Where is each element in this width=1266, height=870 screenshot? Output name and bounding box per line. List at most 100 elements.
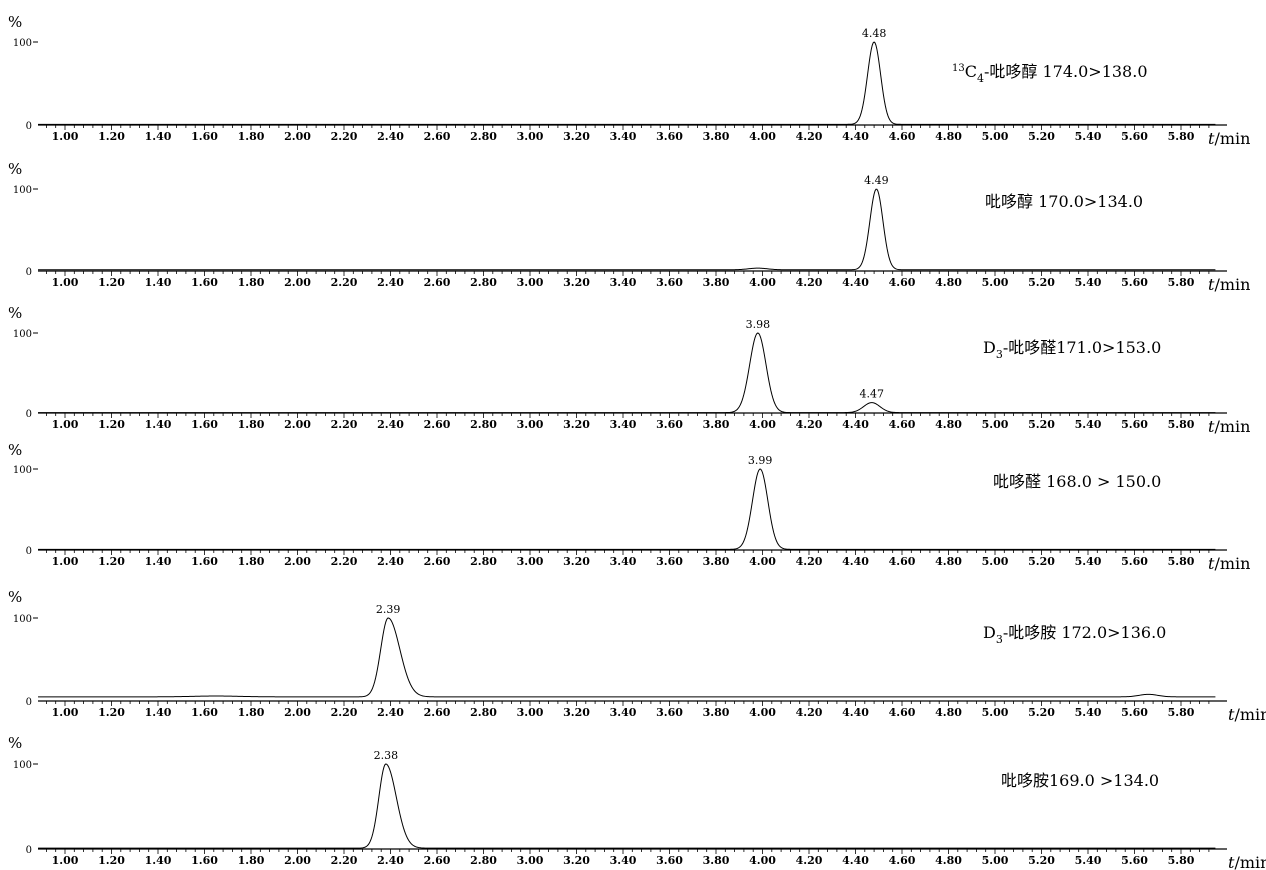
x-tick-label: 3.00 <box>517 276 544 289</box>
x-unit-label: t/min <box>1228 853 1266 870</box>
x-tick-label: 3.80 <box>703 130 730 143</box>
peak-label: 4.47 <box>860 388 885 401</box>
x-tick-label: 1.20 <box>98 418 125 431</box>
x-tick-label: 4.60 <box>889 706 916 719</box>
compound-label: 吡哆醛 168.0 > 150.0 <box>993 472 1161 491</box>
x-tick-label: 5.20 <box>1028 706 1055 719</box>
compound-label: 13C4-吡哆醇 174.0>138.0 <box>952 62 1148 85</box>
x-tick-label: 3.40 <box>610 706 637 719</box>
x-tick-label: 4.40 <box>842 418 869 431</box>
x-tick-label: 2.20 <box>331 276 358 289</box>
peak-label: 4.49 <box>864 174 889 187</box>
peak-label: 2.39 <box>376 603 401 616</box>
x-tick-label: 1.80 <box>238 555 265 568</box>
chromatogram-trace <box>38 332 1216 414</box>
x-tick-label: 1.80 <box>238 276 265 289</box>
x-tick-label: 3.20 <box>563 418 590 431</box>
x-tick-label: 2.40 <box>377 555 404 568</box>
x-tick-label: 5.40 <box>1075 130 1102 143</box>
chromatogram-panel-2: % 100 0 1.00 1.20 1.40 1.60 1.80 2.00 2.20 2.40 2.6… <box>8 160 1250 294</box>
y-unit-label: % <box>8 13 22 31</box>
x-tick-label: 1.80 <box>238 854 265 867</box>
x-tick-label: 1.40 <box>145 854 172 867</box>
x-tick-label: 4.20 <box>796 418 823 431</box>
x-tick-label: 5.80 <box>1168 130 1195 143</box>
x-tick-label: 4.20 <box>796 130 823 143</box>
x-tick-label: 1.00 <box>52 854 79 867</box>
x-tick-label: 3.60 <box>656 130 683 143</box>
x-tick-label: 5.60 <box>1121 418 1148 431</box>
x-tick-label: 1.40 <box>145 555 172 568</box>
y-tick-label: 0 <box>26 121 32 132</box>
x-tick-label: 4.00 <box>749 706 776 719</box>
x-tick-label: 3.00 <box>517 130 544 143</box>
x-tick-label: 2.00 <box>284 706 311 719</box>
chromatogram-trace <box>38 468 1216 550</box>
y-unit-label: % <box>8 441 22 459</box>
x-tick-label: 1.40 <box>145 130 172 143</box>
x-tick-label: 3.00 <box>517 854 544 867</box>
x-tick-label: 2.40 <box>377 276 404 289</box>
x-tick-label: 4.80 <box>935 418 962 431</box>
x-tick-label: 3.80 <box>703 706 730 719</box>
y-tick-label: 100 <box>13 38 32 49</box>
x-tick-label: 5.40 <box>1075 555 1102 568</box>
x-tick-label: 2.00 <box>284 854 311 867</box>
x-tick-label: 2.80 <box>470 276 497 289</box>
x-tick-label: 2.20 <box>331 130 358 143</box>
x-tick-label: 4.60 <box>889 276 916 289</box>
x-tick-label: 2.60 <box>424 130 451 143</box>
x-tick-label: 3.60 <box>656 555 683 568</box>
x-tick-label: 5.20 <box>1028 130 1055 143</box>
x-tick-label: 2.80 <box>470 555 497 568</box>
x-tick-label: 4.40 <box>842 555 869 568</box>
x-tick-label: 5.00 <box>982 555 1009 568</box>
x-tick-label: 5.40 <box>1075 854 1102 867</box>
x-tick-label: 1.60 <box>191 130 218 143</box>
x-tick-label: 1.20 <box>98 276 125 289</box>
x-tick-label: 3.40 <box>610 130 637 143</box>
chromatogram-panel-1: % 100 0 1.00 1.20 1.40 1.60 1.80 2.00 2.20 2.40 2.6… <box>8 13 1250 148</box>
x-unit-label: t/min <box>1208 417 1250 436</box>
x-tick-label: 5.80 <box>1168 706 1195 719</box>
peak-label: 4.48 <box>862 27 887 40</box>
x-tick-label: 2.00 <box>284 555 311 568</box>
chromatogram-trace <box>38 41 1216 125</box>
y-tick-label: 0 <box>26 697 32 708</box>
x-tick-label: 4.40 <box>842 854 869 867</box>
x-tick-label: 2.60 <box>424 854 451 867</box>
x-unit-label: t/min <box>1228 705 1266 724</box>
y-tick-label: 100 <box>13 614 32 625</box>
x-tick-label: 2.60 <box>424 418 451 431</box>
x-tick-label: 3.60 <box>656 418 683 431</box>
x-tick-label: 3.00 <box>517 418 544 431</box>
x-tick-label: 5.40 <box>1075 418 1102 431</box>
x-tick-label: 4.20 <box>796 555 823 568</box>
x-tick-label: 2.80 <box>470 706 497 719</box>
x-tick-label: 1.20 <box>98 706 125 719</box>
x-tick-label: 1.60 <box>191 706 218 719</box>
x-tick-label: 2.80 <box>470 130 497 143</box>
y-unit-label: % <box>8 160 22 178</box>
x-tick-label: 2.80 <box>470 418 497 431</box>
compound-label: D3-吡哆胺 172.0>136.0 <box>983 623 1166 646</box>
x-tick-label: 5.40 <box>1075 706 1102 719</box>
chromatogram-trace <box>38 763 1216 849</box>
x-tick-label: 4.20 <box>796 854 823 867</box>
x-tick-label: 4.40 <box>842 276 869 289</box>
x-tick-label: 5.80 <box>1168 418 1195 431</box>
x-tick-label: 5.80 <box>1168 276 1195 289</box>
x-tick-label: 2.20 <box>331 555 358 568</box>
peak-label: 3.99 <box>748 454 773 467</box>
x-tick-label: 4.60 <box>889 854 916 867</box>
x-tick-label: 2.20 <box>331 854 358 867</box>
x-tick-label: 2.40 <box>377 854 404 867</box>
x-tick-label: 3.80 <box>703 854 730 867</box>
y-unit-label: % <box>8 734 22 752</box>
x-tick-label: 1.60 <box>191 854 218 867</box>
x-tick-label: 3.60 <box>656 276 683 289</box>
x-tick-label: 2.40 <box>377 706 404 719</box>
x-tick-label: 4.80 <box>935 130 962 143</box>
x-tick-label: 2.20 <box>331 418 358 431</box>
